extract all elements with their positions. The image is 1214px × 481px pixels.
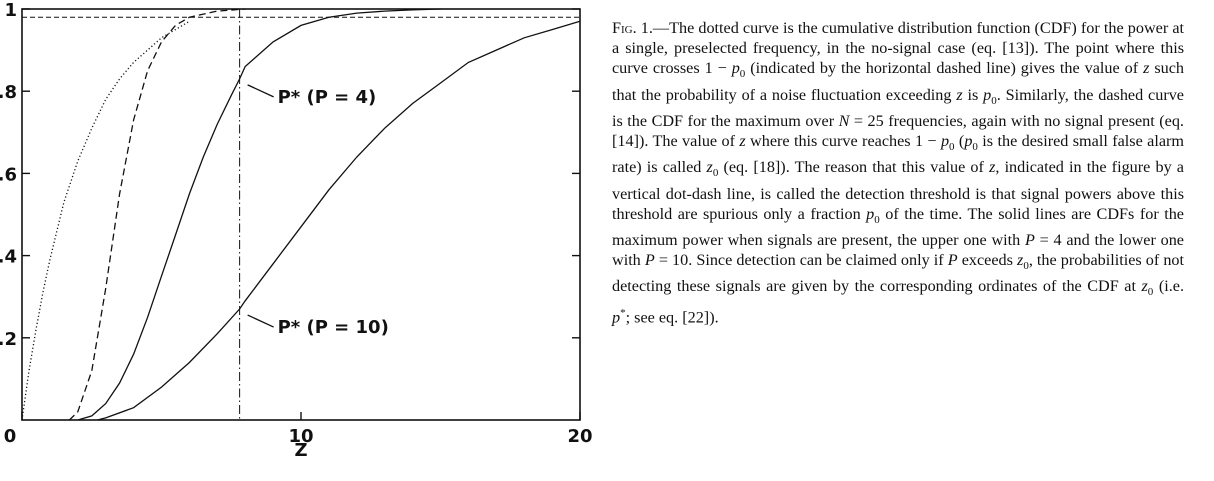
caption-segment: z: [989, 158, 996, 177]
caption-segment: z: [1141, 277, 1148, 296]
curve-dotted-0: [21, 20, 190, 421]
caption-segment: is: [962, 85, 984, 104]
annotation-label-0: P* (P = 4): [278, 87, 377, 108]
caption-segment: 0: [739, 68, 746, 81]
caption-segment: (i.e.: [1153, 277, 1184, 296]
caption-segment: (indicated by the horizontal dashed line…: [745, 59, 1144, 78]
figure-caption: Fig. 1.—The dotted curve is the cumulati…: [612, 18, 1184, 327]
caption-segment: 0: [712, 167, 719, 180]
caption-segment: N: [838, 111, 850, 130]
annotation-leader-0: [247, 84, 274, 98]
caption-segment: z: [956, 85, 963, 104]
caption-segment: 0: [1023, 260, 1029, 273]
caption-segment: of the time. The solid lines are CDFs fo…: [612, 204, 1184, 250]
y-tick-label-2: .6: [0, 164, 17, 185]
caption-segment: z: [1143, 59, 1150, 78]
caption-segment: = 10. Since detection can be claimed onl…: [654, 251, 948, 270]
caption-segment: 0: [874, 213, 880, 226]
caption-segment: = 25 frequencies, again with no signal p…: [612, 111, 1184, 150]
caption-segment: p: [964, 131, 973, 150]
caption-segment: 0: [972, 141, 978, 154]
caption-segment: z: [706, 158, 713, 177]
caption-segment: p: [983, 85, 992, 104]
caption-segment: p: [731, 59, 740, 78]
annotation-leader-1: [247, 314, 274, 328]
curve-dashed-1: [68, 8, 246, 421]
caption-segment: where this curve reaches 1 −: [745, 131, 941, 150]
caption-segment: 0: [949, 141, 955, 154]
caption-segment: 0: [1147, 286, 1154, 299]
caption-segment: (: [954, 131, 965, 150]
caption-segment: p: [866, 204, 875, 223]
y-tick-labels: 1 .8 .6 .4 .2: [0, 0, 17, 350]
caption-segment: 0: [991, 94, 997, 107]
caption-segment: *: [620, 306, 626, 319]
x-tick-labels: 0 10 20: [4, 426, 593, 447]
caption-segment: P: [947, 251, 958, 270]
caption-segment: P: [644, 251, 655, 270]
y-tick-label-0: 1: [4, 0, 17, 21]
curve-annotations: P* (P = 4) P* (P = 10): [247, 84, 389, 338]
caption-segment: z: [739, 131, 746, 150]
caption-segment: z: [1017, 251, 1024, 270]
axis-ticks: [21, 8, 581, 420]
caption-segment: ; see eq. [22]).: [625, 308, 719, 327]
x-tick-label-0: 0: [4, 426, 17, 447]
caption-segment: (eq. [18]). The reason that this value o…: [718, 158, 990, 177]
curve-solid-2: [77, 8, 441, 421]
caption-segment: = 4 and the lower one with: [612, 231, 1184, 270]
y-tick-label-3: .4: [0, 247, 17, 268]
plot-frame: [21, 8, 581, 421]
caption-segment: P: [1024, 231, 1035, 250]
y-tick-label-4: .2: [0, 329, 17, 350]
y-tick-label-1: .8: [0, 82, 17, 103]
x-tick-label-1: 10: [288, 426, 313, 447]
caption-segment: such that the probability of a noise flu…: [612, 59, 1184, 104]
caption-segment: . 1.—The dotted curve is the cumulative …: [612, 19, 1184, 78]
caption-segment: is the desired small false alarm rate) i…: [612, 131, 1184, 177]
caption-segment: . Similarly, the dashed curve is the CDF…: [612, 85, 1184, 130]
caption-segment: exceeds: [957, 251, 1017, 270]
cdf-figure: 1 .8 .6 .4 .2 0 10 20 Z P* (P = 4) P* (P = 10): [0, 0, 593, 461]
reference-lines: [22, 9, 580, 420]
caption-segment: p: [940, 131, 950, 150]
caption-segment: , indicated in the figure by a vertical …: [612, 158, 1184, 223]
x-axis-label: Z: [294, 440, 307, 461]
curve-solid-3: [97, 20, 581, 421]
caption-segment: p: [612, 308, 621, 327]
annotation-label-1: P* (P = 10): [278, 317, 389, 338]
curves: [21, 8, 581, 421]
caption-segment: , the probabilities of not detecting the…: [612, 251, 1184, 296]
caption-segment: Fig: [612, 19, 633, 37]
x-tick-label-2: 20: [567, 426, 592, 447]
